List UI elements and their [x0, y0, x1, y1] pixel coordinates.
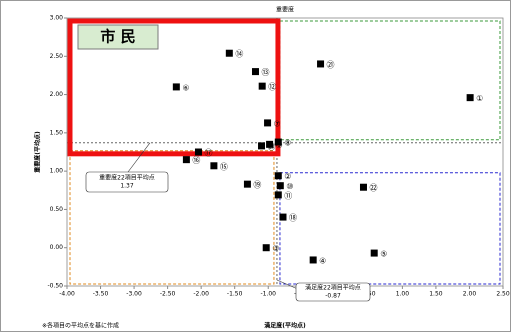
x-tick-label: -2.00 [193, 291, 209, 298]
point-label: ⑭ [235, 50, 243, 59]
point-label: ⑫ [268, 83, 276, 92]
y-tick-label: -0.50 [47, 283, 63, 290]
point-label: ㉒ [369, 184, 377, 193]
footnote: ※各項目の平均点を基に作成 [42, 322, 119, 330]
point [225, 49, 233, 57]
point [274, 138, 282, 146]
y-tick-label: 1.50 [50, 129, 64, 136]
y-tick-label: 0.50 [50, 206, 64, 213]
point-label: ⑬ [261, 68, 269, 77]
x-tick-label: -3.50 [93, 291, 109, 298]
x-axis-title: 満足度(平均点) [264, 322, 306, 330]
point [317, 60, 325, 68]
top-label: 重要度 [276, 6, 294, 14]
point [264, 119, 272, 127]
callout-value: -0.87 [325, 293, 341, 300]
point [279, 213, 287, 221]
point [182, 156, 190, 164]
point-label: ⑩ [286, 182, 293, 191]
point-label: ③ [272, 244, 279, 253]
quadrant [279, 172, 501, 285]
title-box [77, 24, 159, 50]
point-label: ⑥ [182, 83, 189, 92]
point [466, 94, 474, 102]
point [266, 140, 274, 148]
point [276, 182, 284, 190]
point [309, 256, 317, 264]
point-label: ㉑ [327, 60, 335, 69]
x-tick-label: -1.00 [260, 291, 276, 298]
point [210, 162, 218, 170]
y-tick-label: 2.50 [50, 53, 64, 60]
x-tick-label: -3.00 [126, 291, 142, 298]
y-tick-label: 2.00 [50, 91, 64, 98]
point-label: ⑨ [276, 141, 283, 150]
point-label: ⑳ [268, 142, 276, 151]
callout-text: 満足度22項目平均点 [305, 284, 361, 292]
point [370, 249, 378, 257]
callout-leader [127, 142, 151, 173]
point-label: ⑧ [284, 139, 291, 148]
chart-title: 市 民 [100, 28, 135, 46]
y-tick-label: 1.00 [50, 168, 64, 175]
point-label: ④ [319, 256, 326, 265]
y-axis-title: 重要度(平均点) [34, 131, 42, 173]
point [251, 68, 259, 76]
x-tick-label: -1.50 [227, 291, 243, 298]
point [258, 142, 266, 150]
point [172, 83, 180, 91]
callout [295, 282, 371, 302]
x-tick-label: 2.50 [496, 291, 510, 298]
point-label: ⑤ [380, 250, 387, 259]
point-label: ② [284, 172, 291, 181]
point-label: ⑦ [274, 119, 281, 128]
x-tick-label: 1.50 [429, 291, 443, 298]
point [194, 148, 202, 156]
quadrant [69, 150, 275, 285]
point-label: ⑪ [284, 191, 292, 200]
x-tick-label: 1.00 [396, 291, 410, 298]
point [274, 172, 282, 180]
y-tick-label: 0.00 [50, 244, 64, 251]
x-tick-label: 2.00 [463, 291, 477, 298]
quadrant-highlight [67, 18, 281, 157]
point [359, 183, 367, 191]
point-label: ⑯ [192, 156, 200, 165]
point-label: ⑲ [253, 181, 261, 190]
x-tick-label: -4.00 [59, 291, 75, 298]
point-label: ⑱ [289, 214, 297, 223]
point-label: ⑰ [204, 149, 212, 158]
point-label: ① [476, 94, 483, 103]
callout-text: 重要度22項目平均点 [99, 174, 155, 182]
plot-area [66, 17, 504, 287]
point-label: ⑮ [220, 162, 228, 171]
point [258, 82, 266, 90]
callout [85, 171, 169, 193]
quadrant [279, 20, 501, 141]
callout-value: 1.37 [120, 183, 134, 190]
point [243, 180, 251, 188]
y-tick-label: 3.00 [50, 15, 64, 22]
point [262, 244, 270, 252]
x-tick-label: -2.50 [160, 291, 176, 298]
point [274, 191, 282, 199]
